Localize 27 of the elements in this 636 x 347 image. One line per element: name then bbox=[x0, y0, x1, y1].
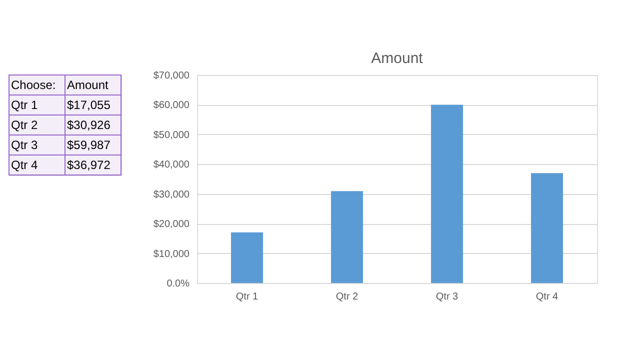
y-tick-label: $60,000 bbox=[153, 100, 190, 112]
text: $17,055 bbox=[67, 98, 111, 112]
text: Qtr 3 bbox=[11, 138, 38, 152]
x-tick-label: Qtr 4 bbox=[536, 292, 559, 302]
chart-title: Amount bbox=[371, 50, 424, 67]
y-tick-label: 0.0% bbox=[166, 278, 190, 290]
x-tick-label: Qtr 1 bbox=[236, 292, 259, 302]
text: $30,926 bbox=[67, 118, 111, 132]
y-tick-label: $40,000 bbox=[153, 160, 190, 171]
bar bbox=[231, 232, 263, 283]
y-tick-label: $30,000 bbox=[153, 189, 190, 200]
bar bbox=[531, 173, 563, 283]
y-tick-label: $10,000 bbox=[153, 248, 190, 260]
bar bbox=[331, 191, 363, 283]
text: Amount bbox=[67, 78, 110, 92]
y-tick-label: $70,000 bbox=[153, 70, 190, 82]
x-tick-label: Qtr 2 bbox=[336, 292, 359, 302]
text: Choose: bbox=[11, 78, 56, 92]
text: Qtr 1 bbox=[11, 98, 38, 112]
text: Qtr 4 bbox=[11, 158, 38, 172]
text: $36,972 bbox=[67, 158, 111, 172]
bar bbox=[431, 104, 463, 283]
y-tick-label: $50,000 bbox=[153, 130, 190, 141]
x-tick-label: Qtr 3 bbox=[436, 292, 459, 302]
text: Qtr 2 bbox=[11, 118, 38, 132]
text: $59,987 bbox=[67, 138, 111, 152]
y-tick-label: $20,000 bbox=[153, 219, 190, 230]
